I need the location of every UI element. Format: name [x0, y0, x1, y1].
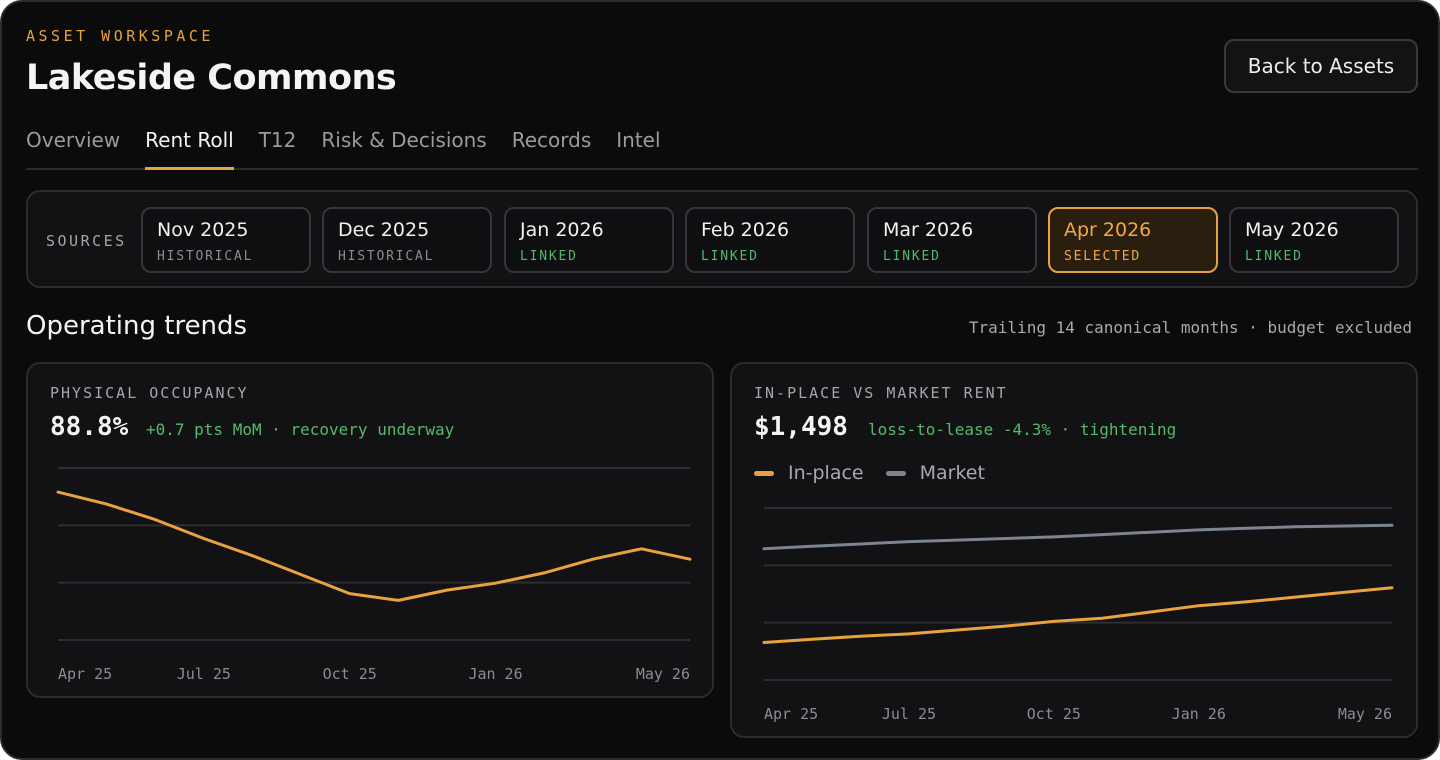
source-dec-2025[interactable]: Dec 2025 HISTORICAL — [322, 207, 492, 273]
rent-delta: loss-to-lease -4.3% · tightening — [868, 420, 1177, 439]
legend-item-in-place: In-place — [754, 462, 864, 484]
legend-swatch-in-place — [754, 470, 774, 476]
source-month: May 2026 — [1245, 219, 1339, 241]
rent-label: IN-PLACE VS MARKET RENT — [754, 384, 1008, 402]
rent-card: IN-PLACE VS MARKET RENT $1,498 loss-to-l… — [730, 362, 1418, 738]
tab-records[interactable]: Records — [511, 128, 592, 152]
source-month: Feb 2026 — [701, 219, 790, 241]
occupancy-x-tick-label: Oct 25 — [323, 665, 377, 683]
rent-legend: In-place Market — [754, 462, 1007, 484]
occupancy-series-line-0 — [56, 490, 692, 602]
legend-swatch-market — [885, 470, 906, 476]
occupancy-x-tick-label: Jul 25 — [177, 665, 231, 683]
rent-x-tick-label: Jan 26 — [1172, 705, 1226, 723]
rent-x-tick-label: Apr 25 — [764, 705, 818, 723]
tab-bar: Overview Rent Roll T12 Risk & Decisions … — [26, 122, 1418, 170]
occupancy-card: PHYSICAL OCCUPANCY 88.8% +0.7 pts MoM · … — [26, 362, 714, 698]
source-month: Nov 2025 — [157, 219, 249, 241]
source-status: HISTORICAL — [157, 249, 254, 264]
tab-intel[interactable]: Intel — [616, 128, 661, 152]
occupancy-chart: Apr 25 Jul 25 Oct 25 Jan 26 May 26 — [56, 467, 692, 683]
occupancy-x-tick-label: May 26 — [636, 665, 690, 683]
legend-label-in-place: In-place — [788, 462, 864, 484]
source-status: LINKED — [883, 249, 941, 264]
workspace-eyebrow: ASSET WORKSPACE — [26, 27, 214, 45]
occupancy-value: 88.8% — [50, 412, 129, 442]
sources-panel: SOURCES Nov 2025 HISTORICAL Dec 2025 HIS… — [26, 190, 1418, 288]
source-month: Dec 2025 — [338, 219, 430, 241]
rent-x-tick-label: Jul 25 — [882, 705, 936, 723]
rent-x-tick-label: May 26 — [1338, 705, 1392, 723]
source-mar-2026[interactable]: Mar 2026 LINKED — [867, 207, 1037, 273]
operating-trends-note: Trailing 14 canonical months · budget ex… — [968, 318, 1412, 337]
sources-label: SOURCES — [46, 232, 127, 250]
page-title: Lakeside Commons — [26, 58, 397, 98]
source-apr-2026[interactable]: Apr 2026 SELECTED — [1048, 207, 1218, 273]
source-month: Apr 2026 — [1064, 219, 1152, 241]
source-status: LINKED — [701, 249, 759, 264]
source-status: SELECTED — [1064, 249, 1142, 264]
occupancy-x-tick-label: Jan 26 — [468, 665, 522, 683]
source-feb-2026[interactable]: Feb 2026 LINKED — [685, 207, 855, 273]
tab-t12[interactable]: T12 — [258, 128, 297, 152]
rent-series-line-in-place — [762, 586, 1394, 644]
occupancy-label: PHYSICAL OCCUPANCY — [50, 384, 249, 402]
back-to-assets-button[interactable]: Back to Assets — [1224, 39, 1418, 93]
tab-risk-decisions[interactable]: Risk & Decisions — [321, 128, 487, 152]
rent-series-line-market — [762, 523, 1394, 551]
source-month: Mar 2026 — [883, 219, 974, 241]
legend-label-market: Market — [919, 462, 985, 484]
tab-rent-roll[interactable]: Rent Roll — [145, 122, 234, 170]
occupancy-x-tick-label: Apr 25 — [58, 665, 112, 683]
occupancy-delta: +0.7 pts MoM · recovery underway — [146, 420, 455, 439]
operating-trends-title: Operating trends — [26, 311, 248, 341]
source-nov-2025[interactable]: Nov 2025 HISTORICAL — [141, 207, 311, 273]
source-may-2026[interactable]: May 2026 LINKED — [1229, 207, 1399, 273]
rent-x-tick-label: Oct 25 — [1027, 705, 1081, 723]
rent-chart: Apr 25 Jul 25 Oct 25 Jan 26 May 26 — [762, 507, 1394, 723]
source-jan-2026[interactable]: Jan 2026 LINKED — [504, 207, 674, 273]
source-status: LINKED — [1245, 249, 1303, 264]
rent-value: $1,498 — [754, 412, 848, 442]
legend-item-market: Market — [885, 462, 985, 484]
source-status: LINKED — [520, 249, 578, 264]
source-status: HISTORICAL — [338, 249, 435, 264]
tab-overview[interactable]: Overview — [26, 128, 121, 152]
source-month: Jan 2026 — [520, 219, 604, 241]
